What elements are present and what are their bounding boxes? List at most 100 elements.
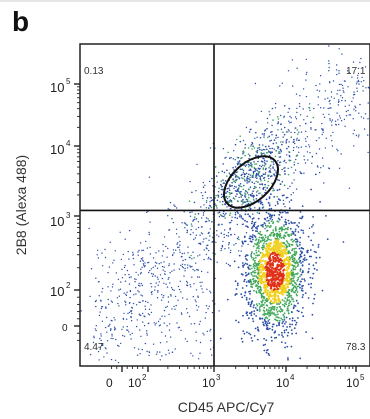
- scatter-point: [256, 242, 259, 244]
- scatter-point: [284, 167, 286, 169]
- scatter-point: [261, 300, 264, 302]
- scatter-point: [298, 151, 300, 153]
- scatter-point: [281, 82, 283, 84]
- scatter-point: [240, 293, 243, 296]
- scatter-point: [286, 147, 288, 150]
- scatter-point: [124, 238, 126, 240]
- scatter-point: [257, 217, 260, 220]
- scatter-point: [148, 176, 151, 178]
- scatter-point: [236, 237, 239, 240]
- scatter-point: [324, 147, 327, 149]
- scatter-point: [129, 290, 132, 292]
- scatter-point: [260, 201, 263, 204]
- scatter-point: [199, 320, 201, 323]
- scatter-point: [301, 287, 304, 290]
- scatter-point: [109, 329, 112, 332]
- scatter-point: [303, 119, 305, 121]
- scatter-point: [269, 278, 272, 281]
- scatter-point: [338, 72, 340, 75]
- scatter-point: [257, 190, 259, 192]
- scatter-point: [126, 291, 128, 293]
- scatter-point: [278, 300, 281, 303]
- scatter-point: [235, 288, 238, 290]
- scatter-point: [285, 221, 288, 224]
- scatter-point: [253, 200, 255, 202]
- scatter-point: [267, 219, 270, 222]
- x-tick-10-2-base: 10: [128, 376, 142, 390]
- scatter-point: [98, 314, 101, 317]
- scatter-point: [292, 307, 295, 310]
- scatter-point: [309, 103, 311, 105]
- scatter-point: [283, 234, 286, 237]
- scatter-point: [308, 227, 311, 229]
- scatter-point: [340, 83, 342, 86]
- scatter-point: [263, 159, 266, 162]
- scatter-point: [289, 323, 291, 326]
- scatter-point: [274, 227, 277, 230]
- scatter-point: [289, 252, 292, 254]
- scatter-point: [269, 203, 271, 205]
- scatter-point: [331, 140, 333, 142]
- scatter-point: [269, 270, 272, 273]
- scatter-point: [242, 202, 244, 204]
- scatter-point: [194, 216, 196, 218]
- scatter-point: [278, 317, 280, 319]
- scatter-point: [136, 319, 138, 321]
- scatter-point: [273, 307, 276, 309]
- scatter-point: [191, 265, 193, 268]
- scatter-point: [221, 245, 224, 248]
- scatter-point: [367, 134, 369, 136]
- scatter-point: [279, 148, 282, 151]
- scatter-point: [296, 294, 298, 297]
- y-tick-0: 0: [62, 323, 68, 334]
- scatter-point: [118, 345, 120, 347]
- scatter-point: [135, 304, 138, 306]
- scatter-point: [275, 324, 278, 327]
- scatter-point: [305, 96, 308, 98]
- scatter-point: [272, 167, 274, 169]
- scatter-point: [353, 94, 355, 96]
- scatter-point: [287, 256, 290, 259]
- scatter-point: [322, 128, 324, 130]
- scatter-point: [245, 274, 247, 277]
- scatter-point: [118, 295, 121, 297]
- scatter-point: [273, 233, 276, 236]
- scatter-point: [260, 275, 263, 278]
- scatter-point: [281, 143, 283, 146]
- scatter-point: [192, 251, 194, 253]
- scatter-point: [257, 250, 260, 253]
- scatter-point: [251, 235, 253, 238]
- scatter-point: [148, 233, 150, 236]
- scatter-point: [168, 313, 170, 316]
- scatter-point: [284, 218, 287, 221]
- scatter-point: [137, 290, 139, 292]
- scatter-point: [229, 212, 232, 214]
- scatter-point: [271, 339, 273, 342]
- scatter-point: [229, 227, 232, 230]
- scatter-point: [291, 182, 293, 184]
- scatter-point: [241, 173, 243, 176]
- scatter-point: [169, 336, 172, 338]
- scatter-point: [306, 136, 309, 138]
- scatter-point: [302, 88, 305, 90]
- scatter-point: [228, 247, 230, 249]
- scatter-point: [299, 280, 302, 283]
- scatter-point: [171, 270, 173, 272]
- scatter-point: [128, 283, 131, 285]
- scatter-point: [281, 318, 284, 321]
- scatter-point: [142, 300, 144, 302]
- scatter-point: [170, 295, 172, 297]
- scatter-point: [138, 301, 140, 303]
- scatter-point: [296, 224, 298, 227]
- scatter-point: [282, 320, 285, 323]
- scatter-point: [248, 178, 250, 180]
- scatter-point: [274, 155, 277, 158]
- scatter-point: [233, 185, 236, 188]
- scatter-point: [292, 267, 294, 270]
- scatter-point: [292, 85, 294, 87]
- scatter-point: [340, 153, 342, 155]
- scatter-point: [360, 57, 362, 60]
- scatter-point: [263, 179, 266, 181]
- ellipse-gate: [223, 155, 279, 209]
- scatter-point: [281, 245, 284, 248]
